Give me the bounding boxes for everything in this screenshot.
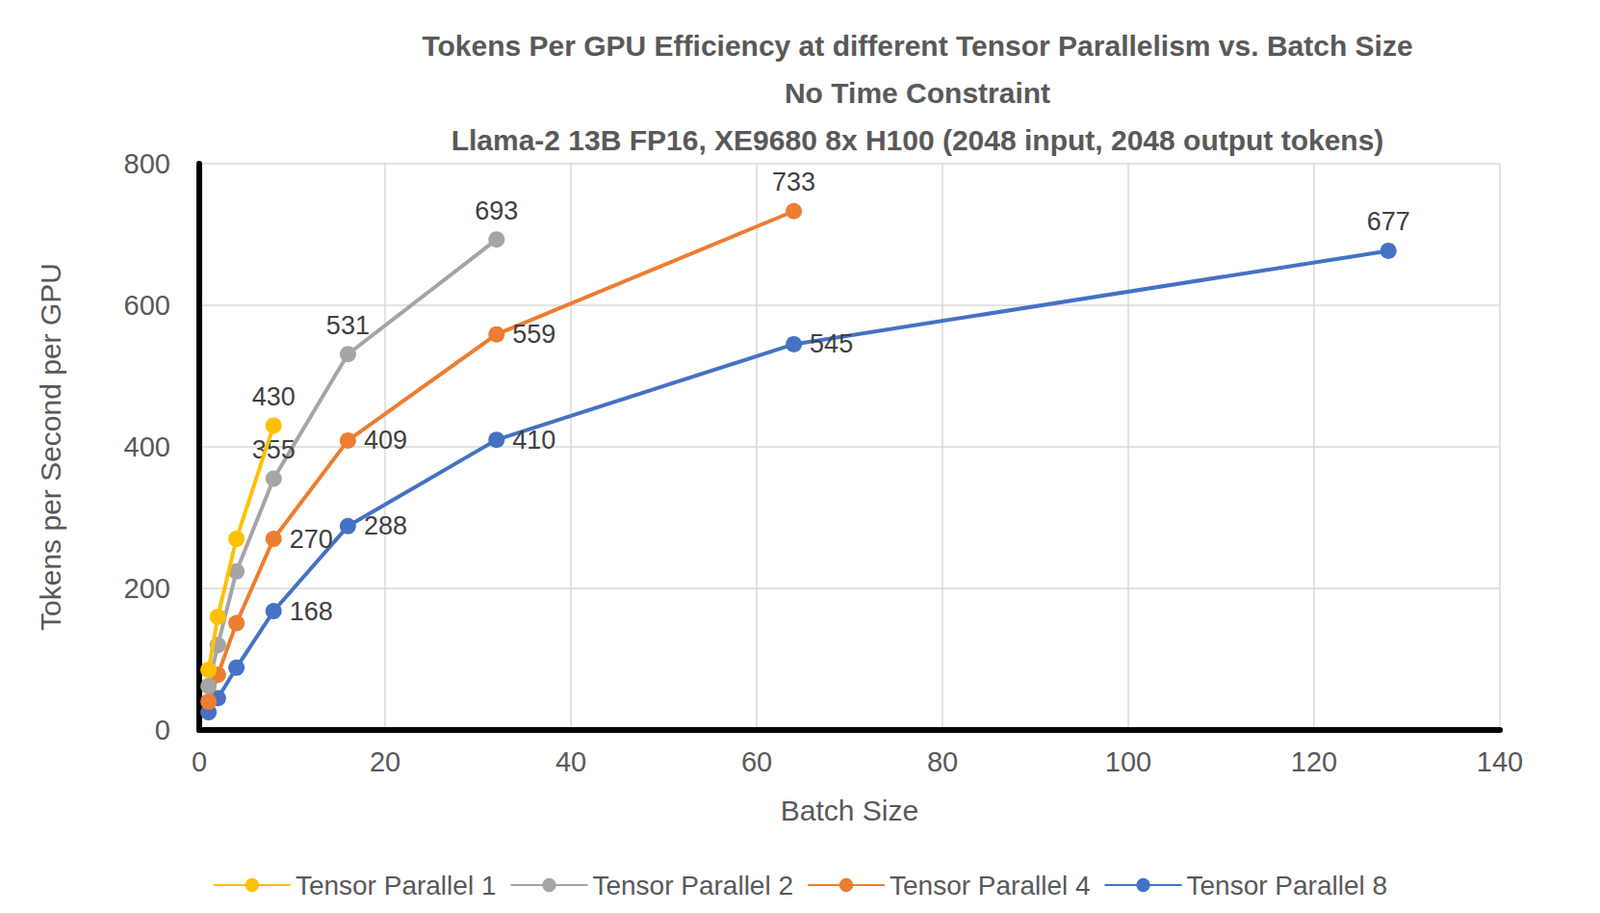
svg-text:410: 410	[512, 425, 556, 455]
svg-text:0: 0	[154, 714, 171, 746]
svg-text:800: 800	[124, 148, 171, 180]
svg-text:20: 20	[369, 746, 401, 777]
svg-text:Llama-2 13B FP16, XE9680 8x H1: Llama-2 13B FP16, XE9680 8x H100 (2048 i…	[451, 124, 1385, 156]
svg-text:531: 531	[326, 310, 370, 340]
svg-text:270: 270	[289, 524, 334, 554]
svg-text:No Time Constraint: No Time Constraint	[784, 77, 1051, 109]
svg-text:Tensor Parallel 4: Tensor Parallel 4	[889, 870, 1091, 901]
svg-text:60: 60	[741, 746, 773, 777]
svg-text:355: 355	[252, 435, 296, 465]
svg-text:Batch Size: Batch Size	[780, 794, 919, 826]
svg-text:80: 80	[927, 746, 958, 777]
svg-text:677: 677	[1367, 206, 1411, 236]
svg-text:140: 140	[1476, 746, 1523, 777]
svg-text:559: 559	[512, 319, 556, 349]
svg-text:120: 120	[1290, 746, 1338, 777]
svg-text:409: 409	[363, 425, 408, 455]
svg-text:168: 168	[289, 596, 334, 626]
svg-text:545: 545	[809, 329, 853, 359]
svg-text:Tensor Parallel 2: Tensor Parallel 2	[592, 870, 794, 901]
svg-text:Tokens Per GPU Efficiency at d: Tokens Per GPU Efficiency at different T…	[421, 29, 1413, 62]
svg-text:693: 693	[474, 196, 518, 226]
svg-text:Tensor Parallel 1: Tensor Parallel 1	[295, 870, 497, 901]
svg-text:Tokens per Second per GPU: Tokens per Second per GPU	[34, 262, 67, 631]
svg-text:40: 40	[555, 746, 587, 777]
svg-text:100: 100	[1105, 746, 1152, 777]
svg-text:Tensor Parallel 8: Tensor Parallel 8	[1187, 870, 1389, 901]
svg-text:430: 430	[252, 382, 296, 412]
svg-text:733: 733	[772, 167, 816, 197]
svg-text:400: 400	[124, 431, 171, 463]
svg-text:0: 0	[191, 746, 207, 777]
svg-text:200: 200	[124, 572, 171, 604]
svg-text:288: 288	[363, 511, 408, 541]
svg-text:600: 600	[124, 289, 171, 321]
